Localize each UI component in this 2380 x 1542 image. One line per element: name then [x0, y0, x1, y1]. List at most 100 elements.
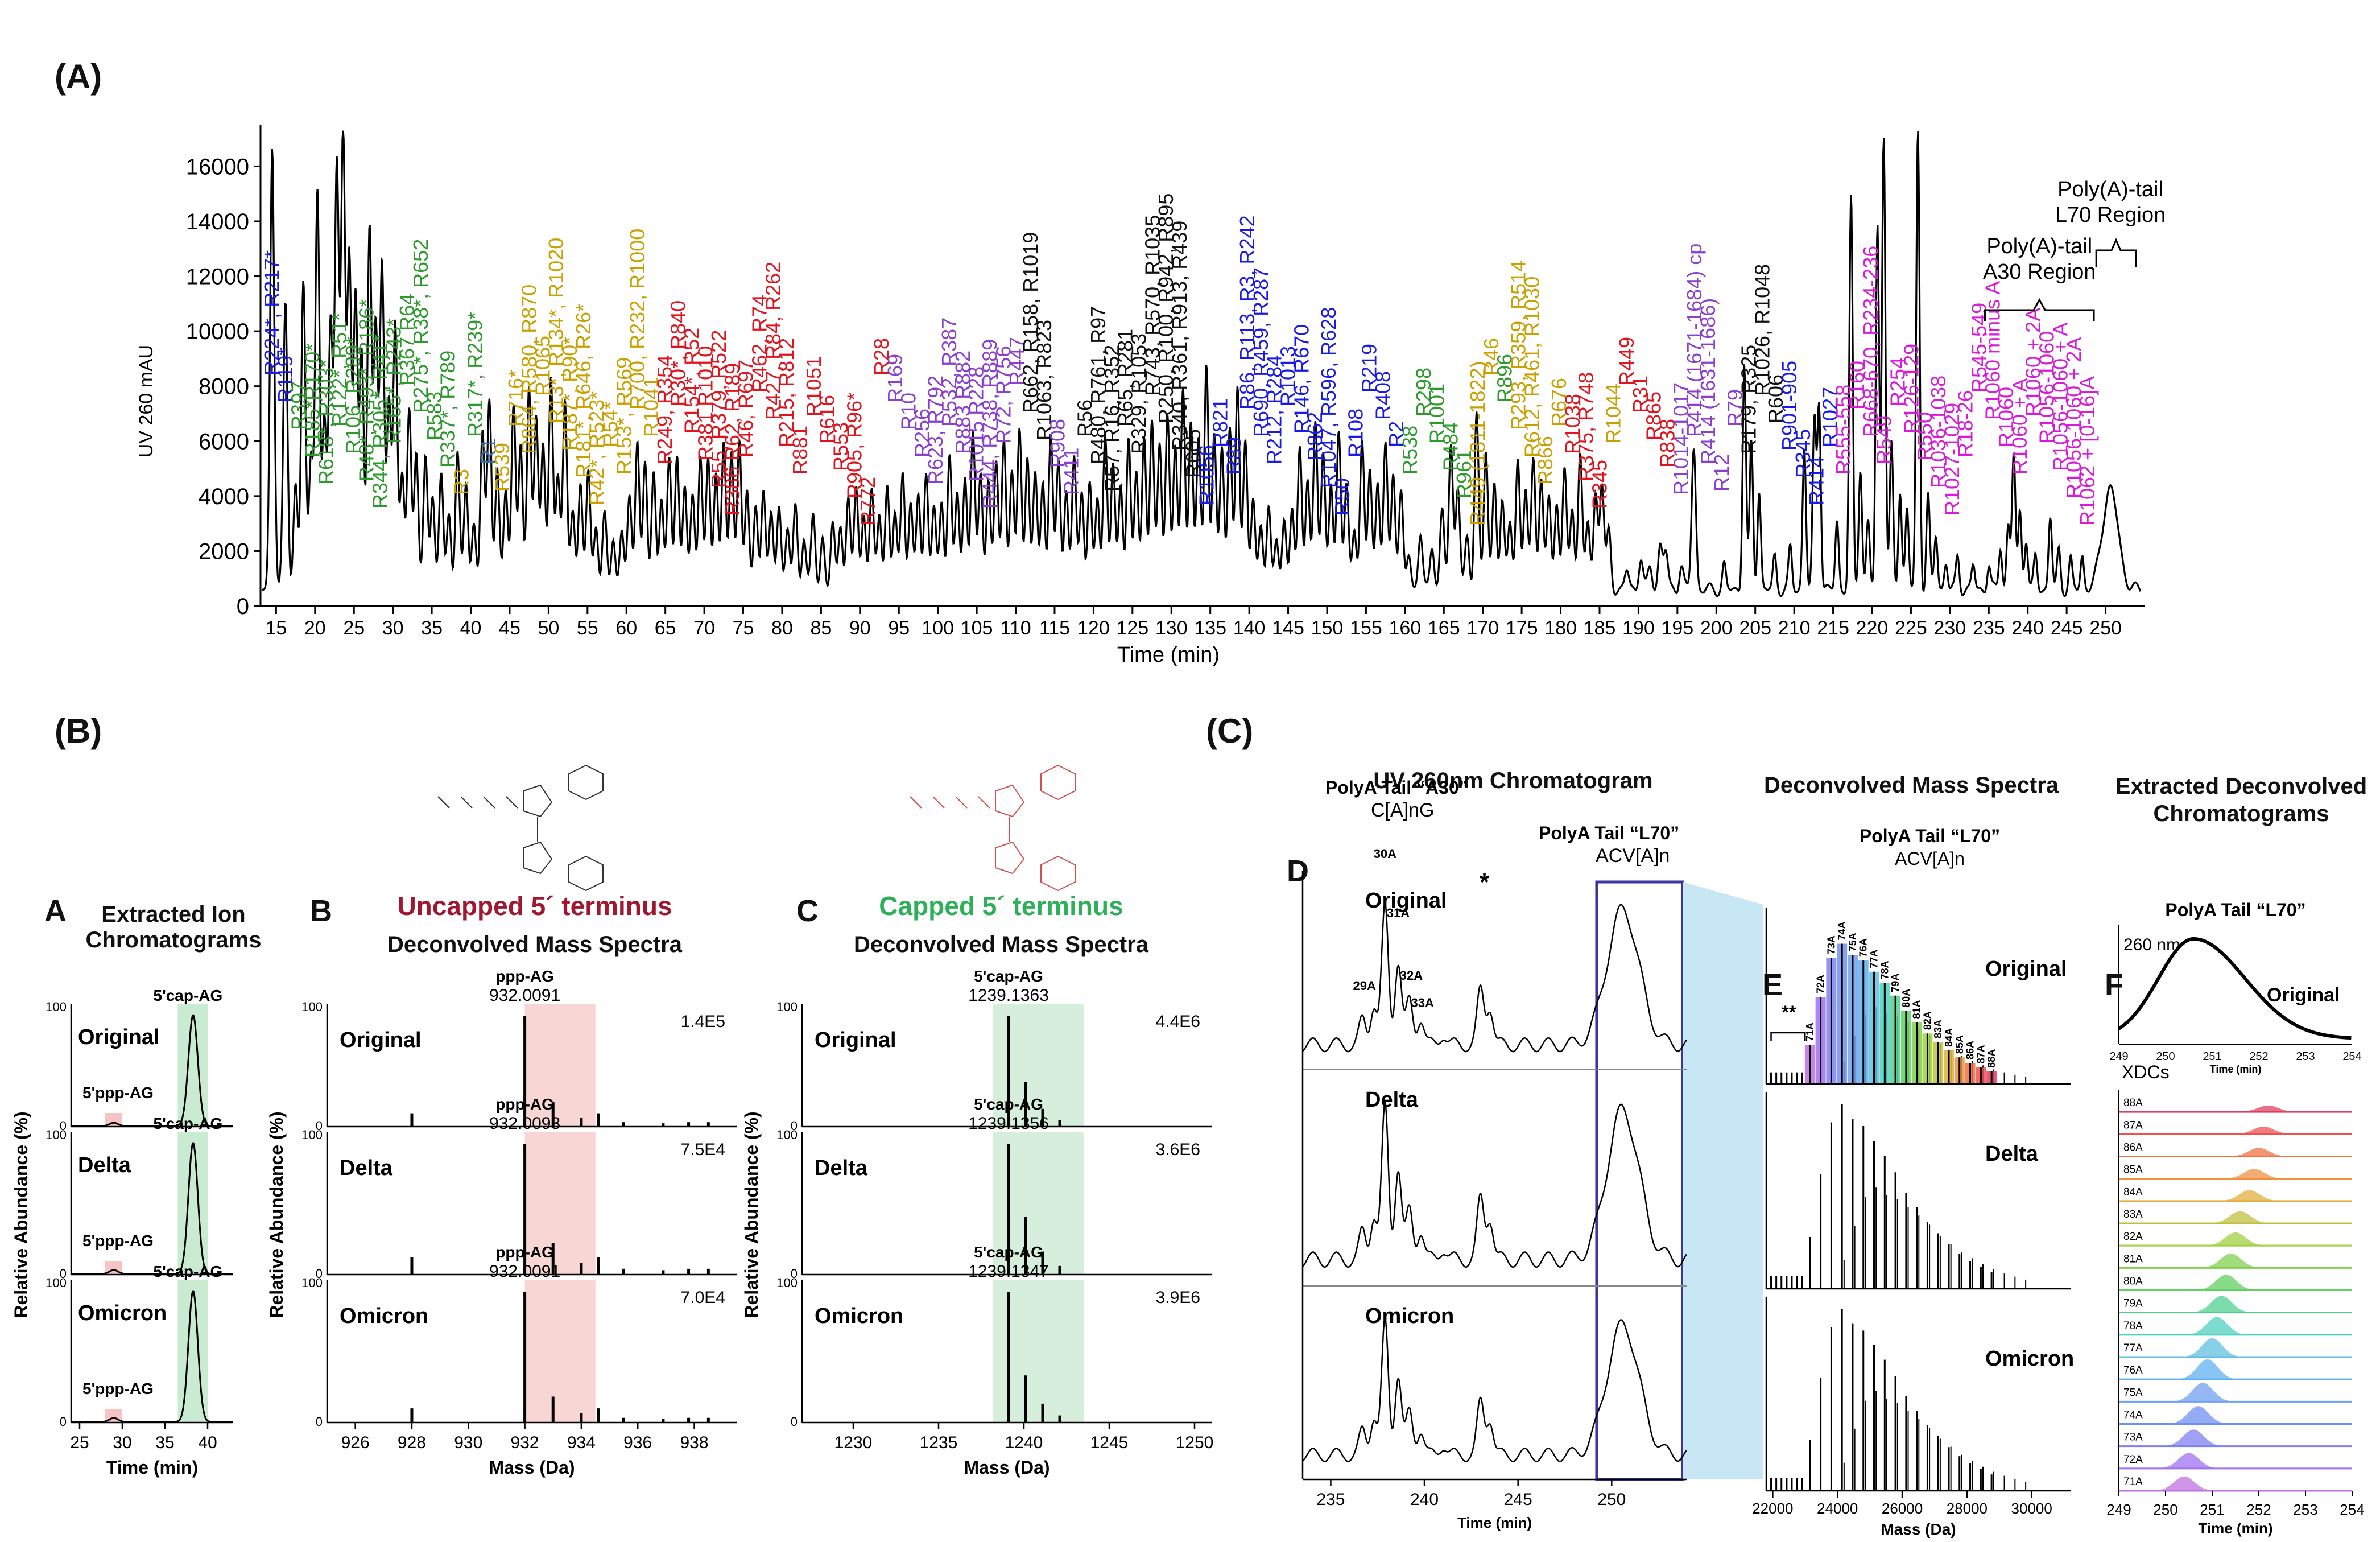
- molecule-structure: [437, 764, 604, 892]
- peak-annotation: R54*: [599, 402, 622, 447]
- peak-annotation: R484: [1439, 422, 1462, 471]
- peak-annotation: R896: [1493, 354, 1517, 403]
- capped-intensity: 3.6E6: [1156, 1140, 1200, 1159]
- eic-minor-label: 5'ppp-AG: [82, 1232, 154, 1250]
- capped-ytick-100: 100: [776, 1276, 798, 1290]
- peak-annotation: R57, R16, R352: [1100, 345, 1123, 492]
- xdc-trace: [2119, 1148, 2352, 1157]
- xdc-trace: [2119, 1317, 2352, 1335]
- peak-annotation: R1060 minus A: [1981, 281, 2004, 420]
- capped-mass: 1239.1356: [968, 1114, 1049, 1133]
- peak-annotation: R30*, R840: [667, 300, 690, 406]
- peak-annotation: R185*R170*: [301, 344, 324, 457]
- peak-annotation: R553: [829, 422, 853, 471]
- a30-peak-label: 29A: [1353, 979, 1375, 993]
- uncapped-highlight: [524, 1132, 596, 1275]
- peak-annotation: R462, R74: [748, 295, 771, 393]
- xdc-uv-trace: [2118, 937, 2352, 1040]
- peak-annotation: R772: [856, 477, 879, 526]
- uv-xtick-label: 245: [1504, 1490, 1532, 1509]
- peak-annotation: R883 R882: [951, 351, 974, 454]
- mass-xtick-label: 22000: [1752, 1500, 1793, 1517]
- uv-trace-c: [1302, 902, 1687, 1053]
- capped-xtick-label: 1230: [834, 1433, 873, 1452]
- peak-annotation: R690, R459, R287: [1249, 267, 1272, 437]
- xdc-uv-xtick-label: 251: [2203, 1050, 2221, 1063]
- l70-label-f: PolyA Tail “L70”: [2165, 900, 2305, 920]
- xdc-row-label: 77A: [2123, 1342, 2143, 1354]
- y-axis-label: UV 260 mAU: [135, 345, 157, 457]
- bond: [932, 796, 945, 809]
- uncapped-ytick-0: 0: [316, 1415, 323, 1429]
- species-label: 84A: [1943, 1028, 1955, 1047]
- xdc-row-label: 75A: [2123, 1387, 2143, 1399]
- xdc-trace: [2119, 1296, 2352, 1313]
- impurity-bracket: [1770, 1032, 1806, 1041]
- uncapped-row-name: Omicron: [340, 1304, 428, 1328]
- peak-annotation: R866: [1534, 436, 1557, 485]
- peak-annotation: R46: [1480, 338, 1503, 376]
- peak-annotation: R169: [883, 354, 907, 403]
- capped-ytick-0: 0: [791, 1415, 798, 1429]
- bond: [910, 796, 922, 809]
- peak-annotation: R444, R738, R889: [978, 339, 1002, 509]
- ring: [523, 841, 553, 875]
- uv-row-name: Omicron: [1365, 1304, 1454, 1328]
- x-tick-label: 195: [1661, 617, 1693, 639]
- x-tick-label: 140: [1233, 617, 1266, 639]
- mass-xtick-label: 30000: [2011, 1500, 2052, 1517]
- peak-annotation: R583: [423, 391, 446, 440]
- uv-xtick-label: 240: [1410, 1490, 1439, 1509]
- uncapped-species: ppp-AG: [495, 1095, 554, 1113]
- x-tick-label: 30: [382, 617, 404, 639]
- eic-x-label: Time (min): [106, 1457, 198, 1478]
- xdc-trace: [2119, 1476, 2352, 1491]
- uncapped-mass: 932.0091: [489, 1262, 560, 1281]
- x-tick-label: 205: [1739, 617, 1771, 639]
- x-tick-label: 235: [1973, 617, 2005, 639]
- uv-row-name: Delta: [1365, 1088, 1419, 1112]
- species-label: 73A: [1825, 935, 1837, 954]
- peak-annotation: R10: [897, 393, 920, 430]
- x-tick-label: 215: [1817, 617, 1849, 639]
- peak-annotation: R386 R62, R189: [721, 363, 744, 516]
- peak-annotation: R153*, R569: [612, 357, 635, 475]
- peak-annotation: R50: [1331, 478, 1354, 516]
- a30-peak-label: 30A: [1374, 847, 1396, 861]
- peak-annotation: R1044: [1601, 384, 1625, 444]
- x-tick-label: 80: [771, 617, 793, 639]
- xdc-row-label: 88A: [2123, 1097, 2143, 1109]
- uv-trace-c: [1302, 1102, 1687, 1268]
- capped-intensity: 4.4E6: [1156, 1012, 1200, 1031]
- peak-annotation: R1065: [531, 336, 554, 396]
- peak-annotation: R545-549: [1967, 303, 1990, 393]
- a30-label: PolyA Tail “A30”: [1325, 777, 1468, 798]
- peak-annotation: R146, R670: [1290, 324, 1313, 434]
- l70-formula-e: ACV[A]n: [1895, 848, 1965, 869]
- peak-annotation: R119*: [274, 348, 297, 403]
- peak-annotation: R160: [1845, 361, 1869, 410]
- xdc-trace: [2119, 1338, 2352, 1357]
- peak-annotation: R1056: [1195, 445, 1218, 505]
- species-label: 87A: [1975, 1045, 1986, 1063]
- panel-label-A: (A): [55, 57, 102, 96]
- capped-row-name: Original: [815, 1028, 896, 1052]
- peak-annotation: R1014-1017: [1669, 382, 1692, 495]
- peak-annotation: R1041: [639, 377, 663, 437]
- x-tick-label: 180: [1544, 617, 1577, 639]
- peak-annotation: R1036-1038: [1927, 376, 1950, 488]
- x-tick-label: 185: [1584, 617, 1616, 639]
- y-tick-label: 8000: [199, 374, 249, 399]
- eic-y-label: Relative Abundance (%): [11, 1111, 31, 1318]
- peak-annotation: R375, R748: [1575, 372, 1598, 481]
- uncapped-row-name: Delta: [340, 1156, 393, 1180]
- peak-annotation: R298: [1412, 368, 1435, 417]
- xdc-row-label: 84A: [2123, 1186, 2143, 1198]
- species-label: 82A: [1922, 1011, 1933, 1030]
- x-tick-label: 225: [1895, 617, 1927, 639]
- peak-annotation: R12: [1710, 454, 1733, 492]
- l70-region-bracket: [2095, 238, 2137, 267]
- peak-annotation: R700, R232, R1000: [626, 229, 649, 410]
- xdc-x-label: Time (min): [2199, 1520, 2273, 1537]
- capped-xtick-label: 1250: [1176, 1433, 1214, 1452]
